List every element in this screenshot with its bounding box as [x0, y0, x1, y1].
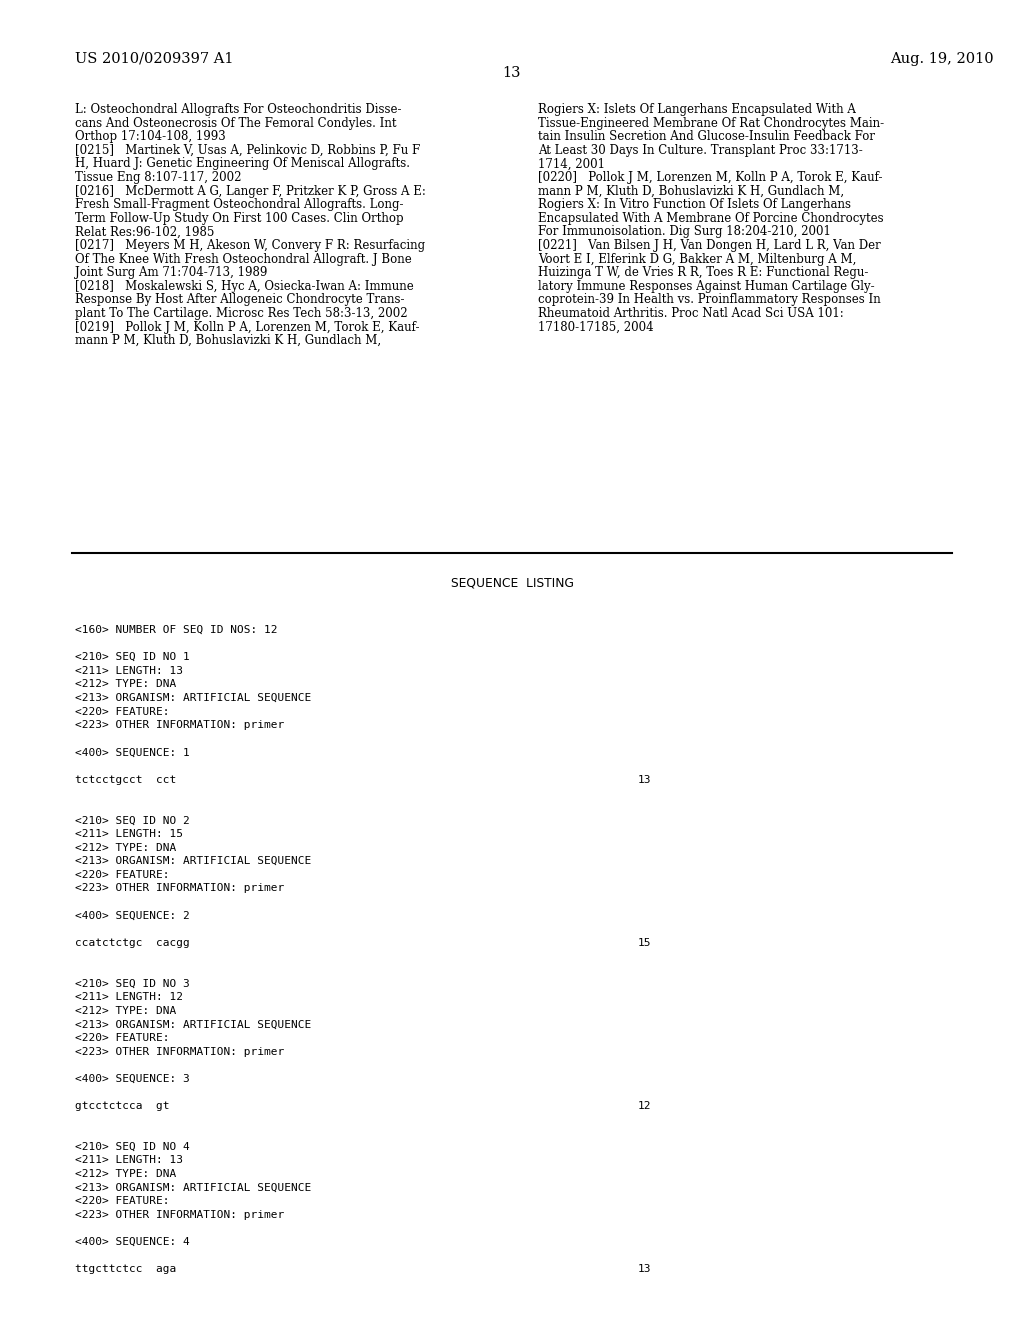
Text: Orthop 17:104-108, 1993: Orthop 17:104-108, 1993 [75, 131, 225, 143]
Text: L: Osteochondral Allografts For Osteochondritis Disse-: L: Osteochondral Allografts For Osteocho… [75, 103, 401, 116]
Text: <400> SEQUENCE: 1: <400> SEQUENCE: 1 [75, 747, 189, 758]
Text: Rogiers X: Islets Of Langerhans Encapsulated With A: Rogiers X: Islets Of Langerhans Encapsul… [538, 103, 856, 116]
Text: 13: 13 [638, 775, 651, 784]
Text: <223> OTHER INFORMATION: primer: <223> OTHER INFORMATION: primer [75, 721, 285, 730]
Text: [0216]   McDermott A G, Langer F, Pritzker K P, Gross A E:: [0216] McDermott A G, Langer F, Pritzker… [75, 185, 426, 198]
Text: <210> SEQ ID NO 4: <210> SEQ ID NO 4 [75, 1142, 189, 1152]
Text: <400> SEQUENCE: 2: <400> SEQUENCE: 2 [75, 911, 189, 920]
Text: <211> LENGTH: 12: <211> LENGTH: 12 [75, 993, 183, 1002]
Text: <212> TYPE: DNA: <212> TYPE: DNA [75, 680, 176, 689]
Text: ttgcttctcc  aga: ttgcttctcc aga [75, 1265, 176, 1274]
Text: latory Immune Responses Against Human Cartilage Gly-: latory Immune Responses Against Human Ca… [538, 280, 874, 293]
Text: ccatctctgc  cacgg: ccatctctgc cacgg [75, 937, 189, 948]
Text: <220> FEATURE:: <220> FEATURE: [75, 1034, 170, 1043]
Text: gtcctctcca  gt: gtcctctcca gt [75, 1101, 170, 1111]
Text: Huizinga T W, de Vries R R, Toes R E: Functional Regu-: Huizinga T W, de Vries R R, Toes R E: Fu… [538, 267, 868, 280]
Text: Aug. 19, 2010: Aug. 19, 2010 [890, 51, 993, 66]
Text: <220> FEATURE:: <220> FEATURE: [75, 706, 170, 717]
Text: [0221]   Van Bilsen J H, Van Dongen H, Lard L R, Van Der: [0221] Van Bilsen J H, Van Dongen H, Lar… [538, 239, 881, 252]
Text: <220> FEATURE:: <220> FEATURE: [75, 870, 170, 880]
Text: SEQUENCE  LISTING: SEQUENCE LISTING [451, 576, 573, 589]
Text: 13: 13 [503, 66, 521, 81]
Text: 12: 12 [638, 1101, 651, 1111]
Text: cans And Osteonecrosis Of The Femoral Condyles. Int: cans And Osteonecrosis Of The Femoral Co… [75, 116, 396, 129]
Text: [0217]   Meyers M H, Akeson W, Convery F R: Resurfacing: [0217] Meyers M H, Akeson W, Convery F R… [75, 239, 425, 252]
Text: 15: 15 [638, 937, 651, 948]
Text: <213> ORGANISM: ARTIFICIAL SEQUENCE: <213> ORGANISM: ARTIFICIAL SEQUENCE [75, 1183, 311, 1192]
Text: <211> LENGTH: 15: <211> LENGTH: 15 [75, 829, 183, 840]
Text: <223> OTHER INFORMATION: primer: <223> OTHER INFORMATION: primer [75, 1047, 285, 1056]
Text: Tissue Eng 8:107-117, 2002: Tissue Eng 8:107-117, 2002 [75, 172, 242, 183]
Text: Of The Knee With Fresh Osteochondral Allograft. J Bone: Of The Knee With Fresh Osteochondral All… [75, 252, 412, 265]
Text: US 2010/0209397 A1: US 2010/0209397 A1 [75, 51, 233, 66]
Text: Encapsulated With A Membrane Of Porcine Chondrocytes: Encapsulated With A Membrane Of Porcine … [538, 211, 884, 224]
Text: <400> SEQUENCE: 4: <400> SEQUENCE: 4 [75, 1237, 189, 1247]
Text: <212> TYPE: DNA: <212> TYPE: DNA [75, 1006, 176, 1016]
Text: H, Huard J: Genetic Engineering Of Meniscal Allografts.: H, Huard J: Genetic Engineering Of Menis… [75, 157, 410, 170]
Text: Response By Host After Allogeneic Chondrocyte Trans-: Response By Host After Allogeneic Chondr… [75, 293, 404, 306]
Text: <210> SEQ ID NO 2: <210> SEQ ID NO 2 [75, 816, 189, 825]
Text: mann P M, Kluth D, Bohuslavizki K H, Gundlach M,: mann P M, Kluth D, Bohuslavizki K H, Gun… [538, 185, 844, 198]
Text: For Immunoisolation. Dig Surg 18:204-210, 2001: For Immunoisolation. Dig Surg 18:204-210… [538, 226, 830, 239]
Text: coprotein-39 In Health vs. Proinflammatory Responses In: coprotein-39 In Health vs. Proinflammato… [538, 293, 881, 306]
Text: Term Follow-Up Study On First 100 Cases. Clin Orthop: Term Follow-Up Study On First 100 Cases.… [75, 211, 403, 224]
Text: <213> ORGANISM: ARTIFICIAL SEQUENCE: <213> ORGANISM: ARTIFICIAL SEQUENCE [75, 1019, 311, 1030]
Text: [0220]   Pollok J M, Lorenzen M, Kolln P A, Torok E, Kauf-: [0220] Pollok J M, Lorenzen M, Kolln P A… [538, 172, 883, 183]
Text: Voort E I, Elferink D G, Bakker A M, Miltenburg A M,: Voort E I, Elferink D G, Bakker A M, Mil… [538, 252, 856, 265]
Text: <210> SEQ ID NO 3: <210> SEQ ID NO 3 [75, 978, 189, 989]
Text: [0218]   Moskalewski S, Hyc A, Osiecka-Iwan A: Immune: [0218] Moskalewski S, Hyc A, Osiecka-Iwa… [75, 280, 414, 293]
Text: <213> ORGANISM: ARTIFICIAL SEQUENCE: <213> ORGANISM: ARTIFICIAL SEQUENCE [75, 693, 311, 704]
Text: Joint Surg Am 71:704-713, 1989: Joint Surg Am 71:704-713, 1989 [75, 267, 267, 280]
Text: 1714, 2001: 1714, 2001 [538, 157, 605, 170]
Text: <220> FEATURE:: <220> FEATURE: [75, 1196, 170, 1206]
Text: <223> OTHER INFORMATION: primer: <223> OTHER INFORMATION: primer [75, 883, 285, 894]
Text: <210> SEQ ID NO 1: <210> SEQ ID NO 1 [75, 652, 189, 663]
Text: tain Insulin Secretion And Glucose-Insulin Feedback For: tain Insulin Secretion And Glucose-Insul… [538, 131, 874, 143]
Text: At Least 30 Days In Culture. Transplant Proc 33:1713-: At Least 30 Days In Culture. Transplant … [538, 144, 863, 157]
Text: [0215]   Martinek V, Usas A, Pelinkovic D, Robbins P, Fu F: [0215] Martinek V, Usas A, Pelinkovic D,… [75, 144, 420, 157]
Text: Fresh Small-Fragment Osteochondral Allografts. Long-: Fresh Small-Fragment Osteochondral Allog… [75, 198, 403, 211]
Text: Rheumatoid Arthritis. Proc Natl Acad Sci USA 101:: Rheumatoid Arthritis. Proc Natl Acad Sci… [538, 308, 844, 319]
Text: Tissue-Engineered Membrane Of Rat Chondrocytes Main-: Tissue-Engineered Membrane Of Rat Chondr… [538, 116, 884, 129]
Text: 13: 13 [638, 1265, 651, 1274]
Text: <400> SEQUENCE: 3: <400> SEQUENCE: 3 [75, 1073, 189, 1084]
Text: <212> TYPE: DNA: <212> TYPE: DNA [75, 842, 176, 853]
Text: plant To The Cartilage. Microsc Res Tech 58:3-13, 2002: plant To The Cartilage. Microsc Res Tech… [75, 308, 408, 319]
Text: [0219]   Pollok J M, Kolln P A, Lorenzen M, Torok E, Kauf-: [0219] Pollok J M, Kolln P A, Lorenzen M… [75, 321, 420, 334]
Text: <211> LENGTH: 13: <211> LENGTH: 13 [75, 1155, 183, 1166]
Text: <213> ORGANISM: ARTIFICIAL SEQUENCE: <213> ORGANISM: ARTIFICIAL SEQUENCE [75, 857, 311, 866]
Text: 17180-17185, 2004: 17180-17185, 2004 [538, 321, 653, 334]
Text: Rogiers X: In Vitro Function Of Islets Of Langerhans: Rogiers X: In Vitro Function Of Islets O… [538, 198, 851, 211]
Text: <160> NUMBER OF SEQ ID NOS: 12: <160> NUMBER OF SEQ ID NOS: 12 [75, 624, 278, 635]
Text: <223> OTHER INFORMATION: primer: <223> OTHER INFORMATION: primer [75, 1210, 285, 1220]
Text: tctcctgcct  cct: tctcctgcct cct [75, 775, 176, 784]
Text: <212> TYPE: DNA: <212> TYPE: DNA [75, 1170, 176, 1179]
Text: mann P M, Kluth D, Bohuslavizki K H, Gundlach M,: mann P M, Kluth D, Bohuslavizki K H, Gun… [75, 334, 381, 347]
Text: <211> LENGTH: 13: <211> LENGTH: 13 [75, 665, 183, 676]
Text: Relat Res:96-102, 1985: Relat Res:96-102, 1985 [75, 226, 214, 239]
